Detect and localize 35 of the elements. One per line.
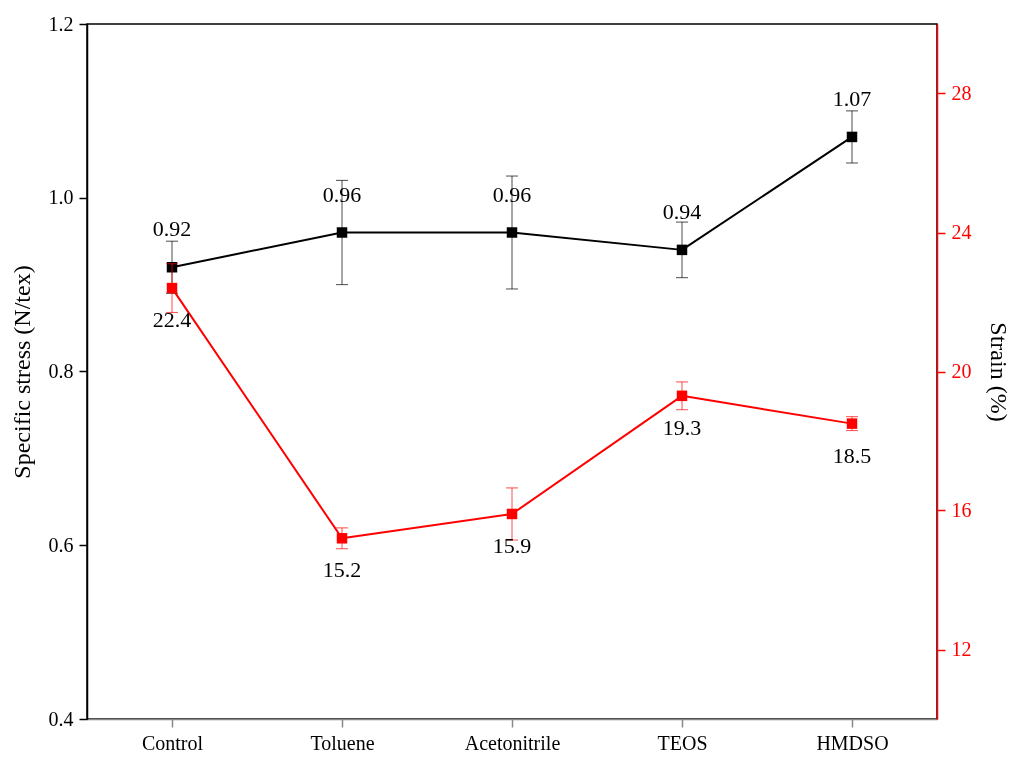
data-label: 0.94 <box>662 198 702 224</box>
point <box>676 390 688 402</box>
data-label: 18.5 <box>832 442 872 468</box>
point <box>166 282 178 294</box>
x-tick-label: Control <box>141 731 204 754</box>
data-label: 15.9 <box>492 532 532 558</box>
data-label: 22.4 <box>152 307 192 333</box>
y2-tick-label: 20 <box>951 360 972 382</box>
y-tick-label: 0.8 <box>48 360 74 382</box>
point <box>506 508 518 520</box>
y2-axis-title: Strain (%) <box>985 322 1012 422</box>
point <box>506 227 518 238</box>
point <box>676 244 688 256</box>
y2-tick-label: 16 <box>951 499 972 521</box>
y-axis-title: Specific stress (N/tex) <box>8 265 35 479</box>
x-tick-label: Acetonitrile <box>464 731 561 754</box>
y-tick-label: 1.0 <box>48 186 74 209</box>
x-tick-label: HMDSO <box>816 731 889 754</box>
y2-tick-label: 12 <box>951 638 972 660</box>
x-tick-label: Toluene <box>310 731 375 754</box>
data-label: 0.92 <box>152 216 192 242</box>
data-label: 0.96 <box>322 181 362 207</box>
point <box>336 533 348 544</box>
point <box>846 131 858 143</box>
point <box>336 227 348 238</box>
x-tick-label: TEOS <box>657 731 708 754</box>
data-label: 0.96 <box>492 181 532 207</box>
data-label: 15.2 <box>322 557 362 583</box>
y-tick-label: 0.6 <box>48 533 74 556</box>
y-tick-label: 0.4 <box>48 707 74 730</box>
y2-tick-label: 28 <box>951 82 972 104</box>
data-label: 19.3 <box>662 414 702 440</box>
data-label: 1.07 <box>832 85 872 111</box>
y-tick-label: 1.2 <box>48 12 74 35</box>
y2-tick-label: 24 <box>951 221 972 243</box>
